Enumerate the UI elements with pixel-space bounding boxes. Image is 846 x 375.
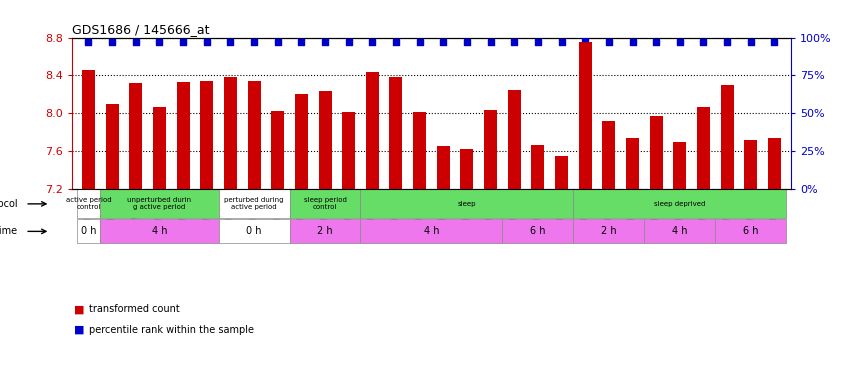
- Bar: [460, 149, 474, 189]
- Bar: [153, 108, 166, 189]
- Bar: [626, 138, 639, 189]
- Bar: [673, 142, 686, 189]
- Bar: [224, 77, 237, 189]
- Point: [271, 39, 284, 45]
- Bar: [177, 82, 190, 189]
- Bar: [289, 219, 360, 243]
- Text: GDS1686 / 145666_at: GDS1686 / 145666_at: [72, 23, 210, 36]
- Point: [106, 39, 119, 45]
- Text: 0 h: 0 h: [246, 226, 261, 236]
- Text: sleep period
control: sleep period control: [304, 197, 347, 210]
- Point: [129, 39, 142, 45]
- Bar: [389, 77, 403, 189]
- Text: sleep deprived: sleep deprived: [654, 201, 706, 207]
- Bar: [201, 81, 213, 189]
- Point: [176, 39, 190, 45]
- Bar: [768, 138, 781, 189]
- Point: [697, 39, 711, 45]
- Text: unperturbed durin
g active period: unperturbed durin g active period: [128, 197, 191, 210]
- Text: 6 h: 6 h: [530, 226, 546, 236]
- Bar: [413, 112, 426, 189]
- Bar: [579, 42, 591, 189]
- Bar: [248, 81, 261, 189]
- Bar: [645, 219, 716, 243]
- Bar: [602, 121, 615, 189]
- Bar: [272, 111, 284, 189]
- Text: 4 h: 4 h: [424, 226, 439, 236]
- Bar: [318, 92, 332, 189]
- Point: [200, 39, 213, 45]
- Bar: [555, 156, 568, 189]
- Bar: [721, 85, 733, 189]
- Point: [767, 39, 781, 45]
- Text: 6 h: 6 h: [743, 226, 759, 236]
- Bar: [365, 72, 379, 189]
- Bar: [106, 104, 118, 189]
- Point: [413, 39, 426, 45]
- Point: [82, 39, 96, 45]
- Bar: [77, 219, 101, 243]
- Point: [579, 34, 592, 40]
- Bar: [129, 83, 142, 189]
- Bar: [101, 189, 218, 218]
- Point: [555, 39, 569, 45]
- Bar: [218, 219, 289, 243]
- Bar: [508, 90, 521, 189]
- Point: [365, 39, 379, 45]
- Text: percentile rank within the sample: percentile rank within the sample: [89, 325, 254, 335]
- Bar: [360, 189, 574, 218]
- Text: ■: ■: [74, 304, 84, 314]
- Bar: [218, 189, 289, 218]
- Bar: [650, 116, 662, 189]
- Point: [223, 39, 237, 45]
- Text: 0 h: 0 h: [80, 226, 96, 236]
- Text: active period
control: active period control: [66, 197, 112, 210]
- Point: [342, 39, 355, 45]
- Point: [721, 39, 734, 45]
- Text: 2 h: 2 h: [601, 226, 617, 236]
- Text: 2 h: 2 h: [317, 226, 332, 236]
- Bar: [716, 219, 786, 243]
- Bar: [77, 189, 101, 218]
- Point: [508, 39, 521, 45]
- Bar: [295, 94, 308, 189]
- Point: [602, 39, 616, 45]
- Bar: [437, 146, 450, 189]
- Bar: [360, 219, 503, 243]
- Point: [673, 39, 687, 45]
- Text: 4 h: 4 h: [151, 226, 168, 236]
- Point: [389, 39, 403, 45]
- Point: [152, 39, 166, 45]
- Point: [531, 39, 545, 45]
- Text: transformed count: transformed count: [89, 304, 179, 314]
- Point: [626, 39, 640, 45]
- Point: [460, 39, 474, 45]
- Bar: [744, 140, 757, 189]
- Bar: [289, 189, 360, 218]
- Point: [318, 39, 332, 45]
- Text: sleep: sleep: [458, 201, 476, 207]
- Point: [294, 39, 308, 45]
- Point: [484, 39, 497, 45]
- Text: ■: ■: [74, 325, 84, 335]
- Point: [650, 39, 663, 45]
- Bar: [484, 110, 497, 189]
- Text: time: time: [0, 226, 18, 236]
- Bar: [697, 108, 710, 189]
- Bar: [574, 219, 645, 243]
- Text: perturbed during
active period: perturbed during active period: [224, 197, 283, 210]
- Bar: [503, 219, 574, 243]
- Bar: [531, 145, 545, 189]
- Point: [247, 39, 261, 45]
- Bar: [574, 189, 786, 218]
- Text: 4 h: 4 h: [672, 226, 688, 236]
- Bar: [82, 70, 95, 189]
- Point: [437, 39, 450, 45]
- Bar: [101, 219, 218, 243]
- Point: [744, 39, 757, 45]
- Bar: [342, 112, 355, 189]
- Text: protocol: protocol: [0, 199, 18, 209]
